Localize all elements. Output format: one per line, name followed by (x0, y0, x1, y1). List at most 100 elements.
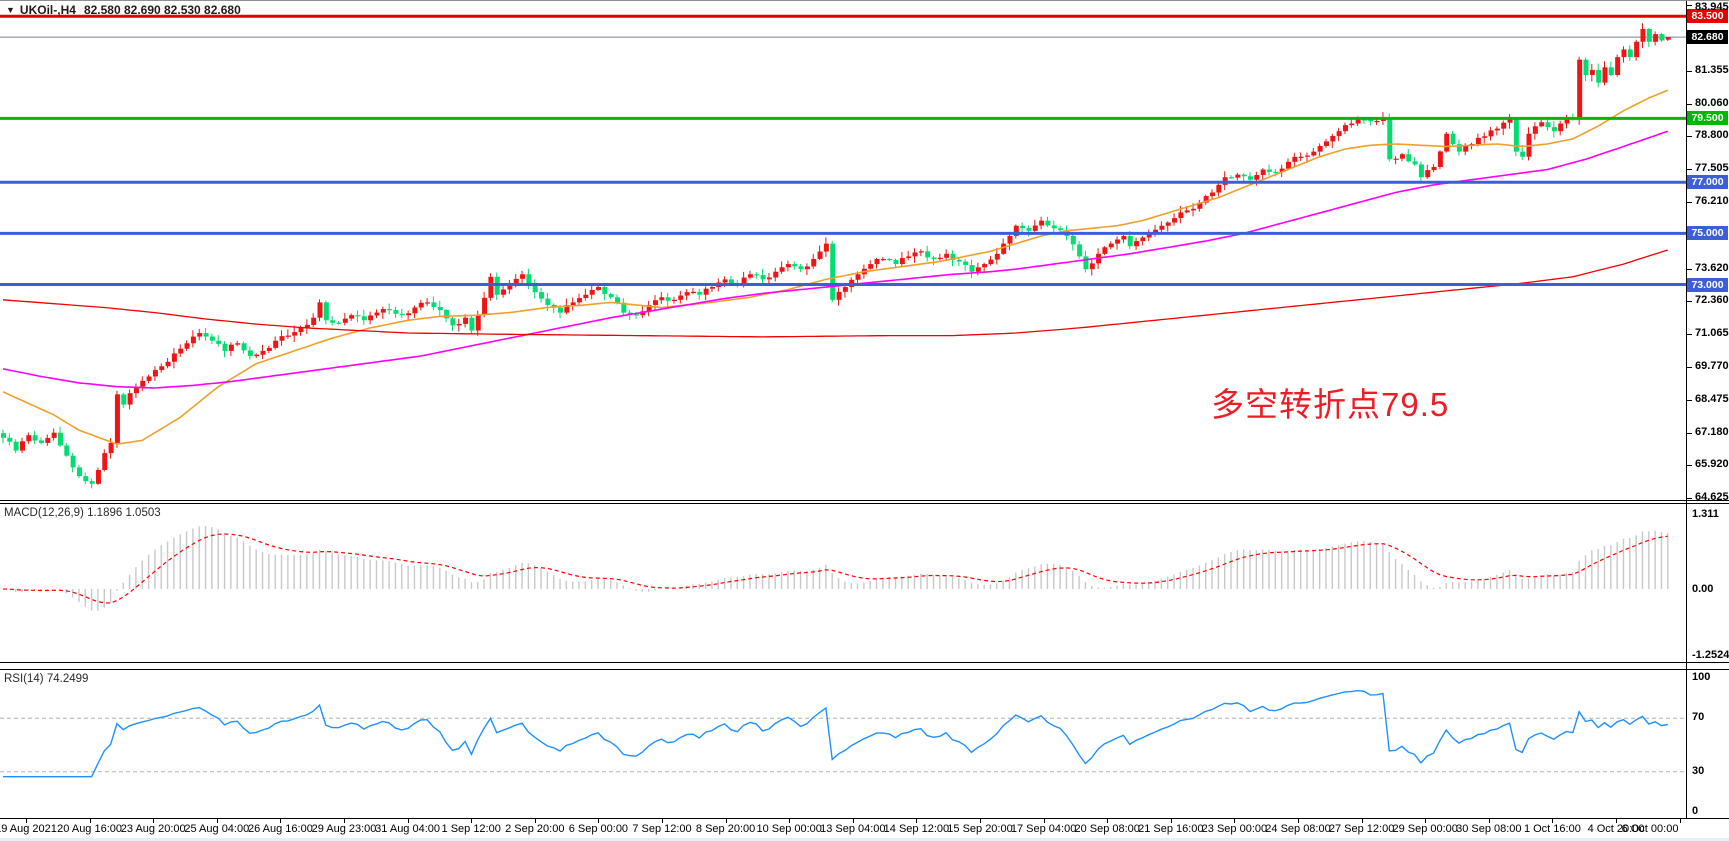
macd-histogram (8, 525, 1669, 611)
pane-separator (0, 669, 1729, 670)
time-axis-label: 24 Sep 08:00 (1265, 823, 1331, 835)
ma-mid-line (2, 130, 1669, 389)
price-axis-tick (1687, 498, 1692, 500)
pane-separator (0, 503, 1729, 504)
time-axis-label: 7 Sep 12:00 (632, 823, 692, 835)
macd-name: MACD(12,26,9) (4, 507, 84, 519)
time-axis-label: 29 Aug 23:00 (311, 823, 377, 835)
rsi-pane[interactable] (0, 670, 1687, 818)
time-axis-tick (216, 819, 218, 823)
macd-axis-label: -1.2524 (1692, 649, 1729, 661)
time-axis-tick (1234, 819, 1236, 823)
macd-axis-label: 1.311 (1692, 508, 1719, 520)
price-axis-label: 77.505 (1695, 162, 1729, 175)
time-axis-tick (1488, 819, 1490, 823)
time-axis-label: 15 Sep 20:00 (947, 823, 1013, 835)
time-axis-tick (407, 819, 409, 823)
price-level-badge: 77.000 (1687, 175, 1728, 190)
window-bottom-edge (0, 838, 1729, 841)
rsi-name: RSI(14) (4, 673, 44, 685)
time-axis-tick (1425, 819, 1427, 823)
price-axis-tick (1687, 367, 1692, 369)
ohlc-values: 82.580 82.690 82.530 82.680 (83, 3, 241, 17)
time-axis-label: 21 Sep 16:00 (1138, 823, 1204, 835)
price-level-badge: 75.000 (1687, 226, 1728, 241)
time-axis-tick (534, 819, 536, 823)
time-axis-tick (598, 819, 600, 823)
time-axis-label: 8 Sep 20:00 (695, 823, 756, 835)
time-axis-tick (471, 819, 473, 823)
price-axis-border (1686, 1, 1687, 819)
price-axis-tick (1687, 169, 1692, 171)
time-axis-tick (1043, 819, 1045, 823)
time-axis-label: 23 Sep 00:00 (1201, 823, 1268, 835)
time-axis-label: 23 Aug 20:00 (120, 823, 186, 835)
time-axis-tick (916, 819, 918, 823)
time-axis-tick (789, 819, 791, 823)
current-price-badge: 82.680 (1687, 30, 1728, 45)
price-axis-tick (1687, 4, 1692, 6)
time-axis-label: 20 Aug 16:00 (57, 823, 123, 835)
price-axis-label: 78.800 (1695, 129, 1729, 142)
time-axis-label: 26 Aug 16:00 (247, 823, 313, 835)
time-axis-border (0, 818, 1729, 819)
time-axis-label: 14 Sep 12:00 (883, 823, 950, 835)
time-axis-label: 10 Sep 00:00 (756, 823, 822, 835)
time-axis-label: 30 Sep 08:00 (1456, 823, 1522, 835)
collapse-icon[interactable]: ▼ (6, 5, 15, 15)
time-axis-tick (1552, 819, 1554, 823)
price-axis-label: 71.065 (1695, 326, 1729, 339)
time-axis-tick (1170, 819, 1172, 823)
rsi-line (3, 689, 1668, 778)
time-axis-label: 17 Sep 04:00 (1010, 823, 1077, 835)
price-axis-tick (1687, 300, 1692, 302)
price-axis-label: 72.360 (1695, 293, 1729, 306)
price-axis-label: 83.945 (1695, 1, 1729, 13)
price-axis-label: 81.355 (1695, 64, 1729, 77)
time-axis-tick (725, 819, 727, 823)
rsi-axis-label: 0 (1692, 805, 1699, 817)
price-level-badge: 73.000 (1687, 277, 1728, 292)
time-axis-label: 6 Oct 00:00 (1621, 823, 1679, 835)
macd-axis-label: 0.00 (1692, 583, 1714, 595)
time-axis-tick (1616, 819, 1617, 823)
macd-pane[interactable] (0, 504, 1687, 662)
time-axis-tick (980, 819, 981, 823)
symbol-period-label: UKOil-,H4 (19, 3, 76, 17)
macd-values: 1.1896 1.0503 (87, 507, 161, 519)
rsi-axis-label: 30 (1692, 764, 1705, 777)
price-axis-label: 76.210 (1695, 195, 1729, 208)
time-axis-tick (280, 819, 282, 823)
price-chart-pane[interactable] (0, 1, 1687, 501)
time-axis-label: 1 Oct 16:00 (1523, 823, 1581, 835)
time-axis-tick (153, 819, 155, 823)
ma-slow-line (2, 249, 1668, 338)
ma-fast-line (2, 89, 1669, 446)
time-axis-label: 1 Sep 12:00 (441, 823, 501, 835)
rsi-axis-label: 100 (1692, 671, 1711, 683)
time-axis-tick (852, 819, 854, 823)
time-axis-tick (1679, 819, 1681, 823)
price-axis-label: 80.060 (1695, 97, 1729, 110)
price-level-badge: 79.500 (1687, 111, 1728, 126)
price-axis-tick (1687, 268, 1692, 270)
time-axis-label: 29 Sep 00:00 (1392, 823, 1458, 835)
price-axis-label: 65.920 (1695, 458, 1729, 471)
time-axis-label: 27 Sep 12:00 (1328, 823, 1395, 835)
pane-separator[interactable] (0, 500, 1729, 501)
price-axis-tick (1687, 465, 1692, 467)
time-axis-label: 13 Sep 04:00 (820, 823, 886, 835)
time-axis-label: 4 Oct 20:00 (1587, 823, 1645, 835)
price-axis-label: 68.475 (1695, 393, 1729, 406)
time-axis-label: 25 Aug 04:00 (184, 823, 250, 835)
pane-separator[interactable] (0, 662, 1729, 663)
time-axis-tick (89, 819, 91, 823)
time-axis-label: 6 Sep 00:00 (568, 823, 629, 835)
time-axis-tick (26, 819, 27, 823)
rsi-indicator-label: RSI(14) 74.2499 (4, 673, 88, 685)
rsi-value: 74.2499 (46, 673, 89, 685)
price-axis-tick (1687, 202, 1692, 204)
chart-text-annotation[interactable]: 多空转折点79.5 (1211, 386, 1450, 423)
candlesticks (1, 23, 1671, 489)
